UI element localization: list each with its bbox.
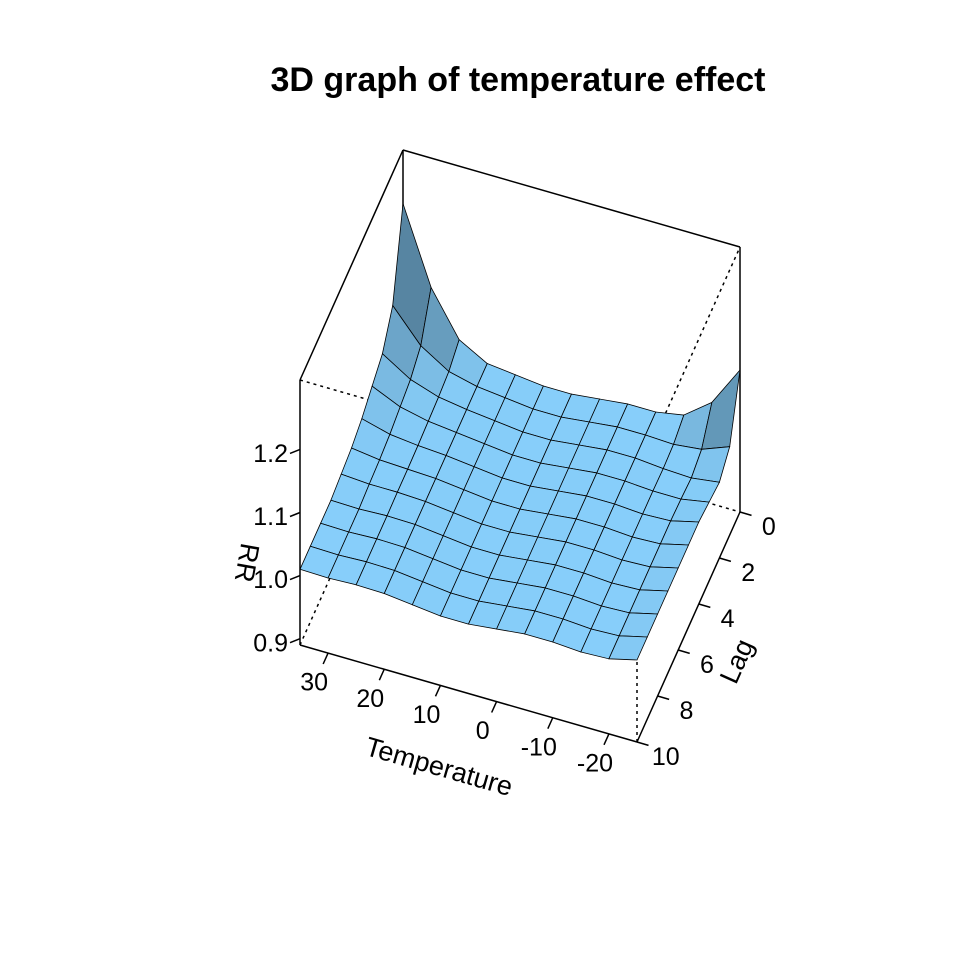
z-tick xyxy=(289,511,301,518)
x-tick xyxy=(547,717,554,729)
x-tick xyxy=(490,701,498,713)
z-tick xyxy=(289,574,301,581)
x-tick xyxy=(603,733,610,746)
x-tick-label: 30 xyxy=(300,669,328,697)
z-tick xyxy=(289,637,301,644)
y-tick-label: 8 xyxy=(679,697,693,725)
box-edge xyxy=(402,149,741,248)
x-tick-label: 0 xyxy=(476,717,490,745)
z-tick-label: 1.0 xyxy=(253,566,288,594)
surface-facet xyxy=(608,635,648,661)
z-axis-title: RR xyxy=(229,541,265,585)
y-tick xyxy=(677,649,690,655)
z-tick-label: 1.1 xyxy=(253,503,288,531)
box-edge xyxy=(299,149,404,381)
y-tick xyxy=(739,511,752,517)
chart-title: 3D graph of temperature effect xyxy=(271,61,766,99)
z-tick xyxy=(289,448,301,455)
z-tick-label: 1.2 xyxy=(253,440,288,468)
x-tick-label: 20 xyxy=(356,685,384,713)
box-edge xyxy=(299,644,638,743)
y-tick xyxy=(698,603,711,609)
y-tick xyxy=(657,695,670,701)
x-tick-label: -10 xyxy=(521,733,557,761)
x-tick xyxy=(322,652,329,665)
y-tick-label: 6 xyxy=(700,651,714,679)
y-tick-label: 4 xyxy=(721,605,735,633)
y-tick xyxy=(719,557,732,563)
y-tick-label: 0 xyxy=(762,513,776,541)
y-tick-label: 2 xyxy=(741,559,755,587)
y-tick xyxy=(636,741,649,747)
x-tick xyxy=(434,685,442,697)
z-tick-label: 0.9 xyxy=(253,629,288,657)
y-tick-label: 10 xyxy=(652,743,680,771)
x-tick-label: -20 xyxy=(577,749,613,777)
box-edge xyxy=(636,511,741,743)
x-tick-label: 10 xyxy=(413,701,441,729)
x-tick xyxy=(378,668,385,681)
